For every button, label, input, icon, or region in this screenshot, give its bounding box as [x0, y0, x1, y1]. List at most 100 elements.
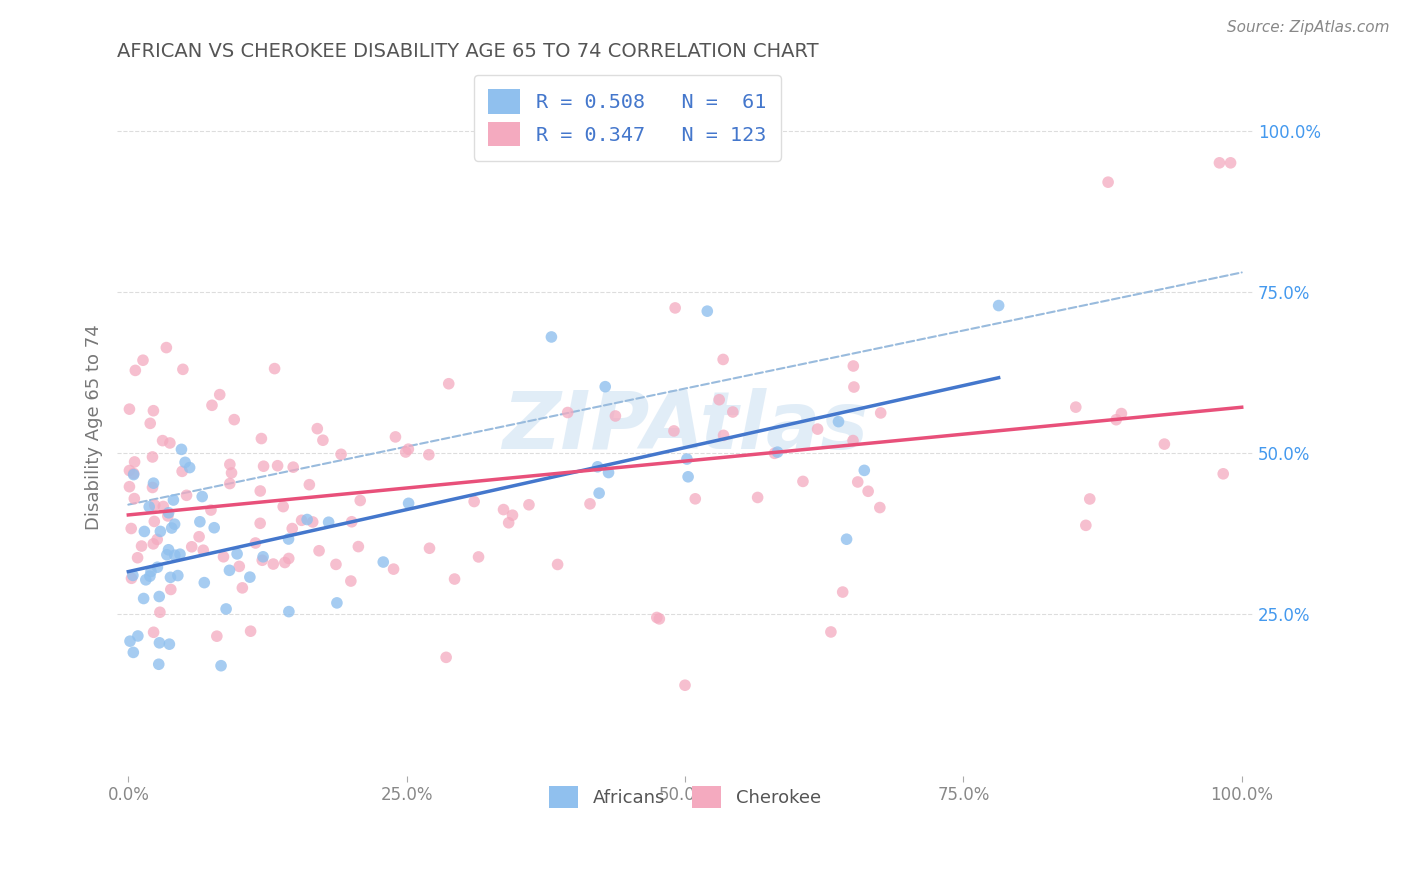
Point [124, 491, 146, 506]
Point [218, 476, 240, 491]
Point [593, 380, 616, 394]
Point [148, 590, 170, 604]
Point [224, 412, 246, 426]
Point [842, 380, 865, 394]
Point [162, 493, 184, 508]
Legend: Africans, Cherokee: Africans, Cherokee [543, 779, 828, 815]
Point [149, 605, 172, 619]
Point [159, 570, 181, 584]
Point [160, 521, 183, 535]
Point [249, 483, 271, 498]
Point [122, 568, 145, 582]
Point [205, 629, 228, 643]
Point [1153, 437, 1175, 451]
Point [141, 450, 163, 464]
Point [166, 568, 188, 582]
Point [200, 503, 222, 517]
Point [806, 422, 828, 436]
Point [382, 562, 405, 576]
Point [148, 657, 170, 672]
Point [298, 477, 321, 491]
Point [384, 430, 406, 444]
Point [676, 470, 699, 484]
Point [1074, 518, 1097, 533]
Point [172, 464, 194, 478]
Point [820, 624, 842, 639]
Point [676, 452, 699, 467]
Point [853, 463, 876, 477]
Point [1064, 400, 1087, 414]
Point [987, 299, 1010, 313]
Point [763, 446, 786, 460]
Point [250, 432, 273, 446]
Point [152, 434, 174, 448]
Point [159, 582, 181, 597]
Point [142, 625, 165, 640]
Point [176, 488, 198, 502]
Point [148, 636, 170, 650]
Point [118, 634, 141, 648]
Point [747, 491, 769, 505]
Point [1105, 413, 1128, 427]
Point [231, 581, 253, 595]
Point [127, 629, 149, 643]
Point [157, 506, 180, 520]
Point [467, 549, 489, 564]
Point [156, 548, 179, 562]
Point [266, 458, 288, 473]
Point [721, 405, 744, 419]
Point [579, 497, 602, 511]
Point [245, 536, 267, 550]
Point [856, 484, 879, 499]
Point [120, 521, 142, 535]
Point [143, 498, 166, 512]
Point [648, 612, 671, 626]
Point [239, 624, 262, 639]
Point [249, 516, 271, 531]
Point [155, 341, 177, 355]
Point [124, 363, 146, 377]
Point [1078, 491, 1101, 506]
Point [437, 376, 460, 391]
Point [281, 522, 304, 536]
Point [118, 463, 141, 477]
Point [869, 406, 891, 420]
Point [831, 585, 853, 599]
Point [252, 549, 274, 564]
Point [696, 304, 718, 318]
Point [132, 353, 155, 368]
Point [193, 543, 215, 558]
Point [598, 466, 620, 480]
Point [645, 610, 668, 624]
Point [827, 415, 849, 429]
Point [418, 448, 440, 462]
Point [138, 500, 160, 514]
Point [277, 605, 299, 619]
Point [326, 596, 349, 610]
Point [142, 476, 165, 491]
Point [159, 436, 181, 450]
Text: ZIPAtlas: ZIPAtlas [502, 388, 868, 467]
Point [218, 458, 240, 472]
Point [443, 572, 465, 586]
Point [685, 491, 707, 506]
Point [398, 496, 420, 510]
Point [226, 547, 249, 561]
Point [540, 330, 562, 344]
Point [274, 556, 297, 570]
Point [842, 359, 865, 373]
Point [122, 467, 145, 482]
Point [1111, 407, 1133, 421]
Point [146, 560, 169, 574]
Point [418, 541, 440, 556]
Point [271, 500, 294, 514]
Point [340, 574, 363, 588]
Point [193, 575, 215, 590]
Point [142, 537, 165, 551]
Point [792, 475, 814, 489]
Point [163, 548, 186, 562]
Point [131, 539, 153, 553]
Point [662, 424, 685, 438]
Point [835, 533, 858, 547]
Point [434, 650, 457, 665]
